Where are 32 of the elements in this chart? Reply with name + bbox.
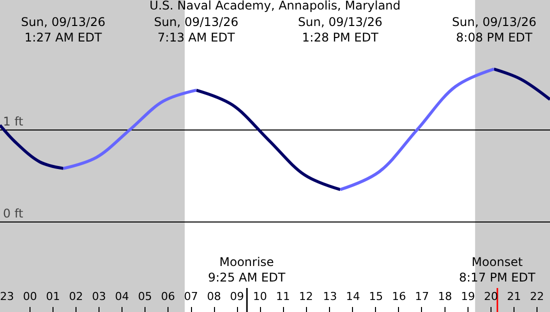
ref-line-label: Moonrise 9:25 AM EDT	[208, 255, 286, 285]
x-tick-label: 11	[276, 290, 290, 303]
x-tick-label: 15	[369, 290, 383, 303]
x-tick-label: 23	[0, 290, 14, 303]
x-tick-label: 19	[461, 290, 475, 303]
x-tick-label: 07	[184, 290, 198, 303]
annotation: Sun, 09/13/26 1:27 AM EDT	[21, 15, 106, 45]
x-tick-label: 18	[438, 290, 452, 303]
annotation: Sun, 09/13/26 8:08 PM EDT	[452, 15, 536, 45]
x-tick-label: 17	[415, 290, 429, 303]
x-tick-label: 06	[161, 290, 175, 303]
x-tick-label: 02	[69, 290, 83, 303]
y-tick-label: 0 ft	[3, 206, 24, 221]
x-tick-label: 10	[253, 290, 267, 303]
x-tick-label: 22	[530, 290, 544, 303]
x-tick-label: 03	[92, 290, 106, 303]
annotation: Sun, 09/13/26 1:28 PM EDT	[298, 15, 382, 45]
chart-title: U.S. Naval Academy, Annapolis, Maryland	[149, 0, 401, 12]
annotation: Sun, 09/13/26 7:13 AM EDT	[154, 15, 238, 45]
x-tick-label: 00	[23, 290, 37, 303]
ref-line-label: Moonset 8:17 PM EDT	[459, 255, 536, 285]
x-tick-label: 09	[230, 290, 244, 303]
x-tick-label: 04	[115, 290, 129, 303]
x-tick-label: 21	[507, 290, 521, 303]
x-tick-label: 05	[138, 290, 152, 303]
x-tick-label: 08	[207, 290, 221, 303]
y-tick-label: 1 ft	[3, 114, 24, 129]
x-tick-label: 12	[299, 290, 313, 303]
x-tick-label: 01	[46, 290, 60, 303]
x-tick-label: 13	[323, 290, 337, 303]
x-tick-label: 14	[346, 290, 360, 303]
x-tick-label: 16	[392, 290, 406, 303]
